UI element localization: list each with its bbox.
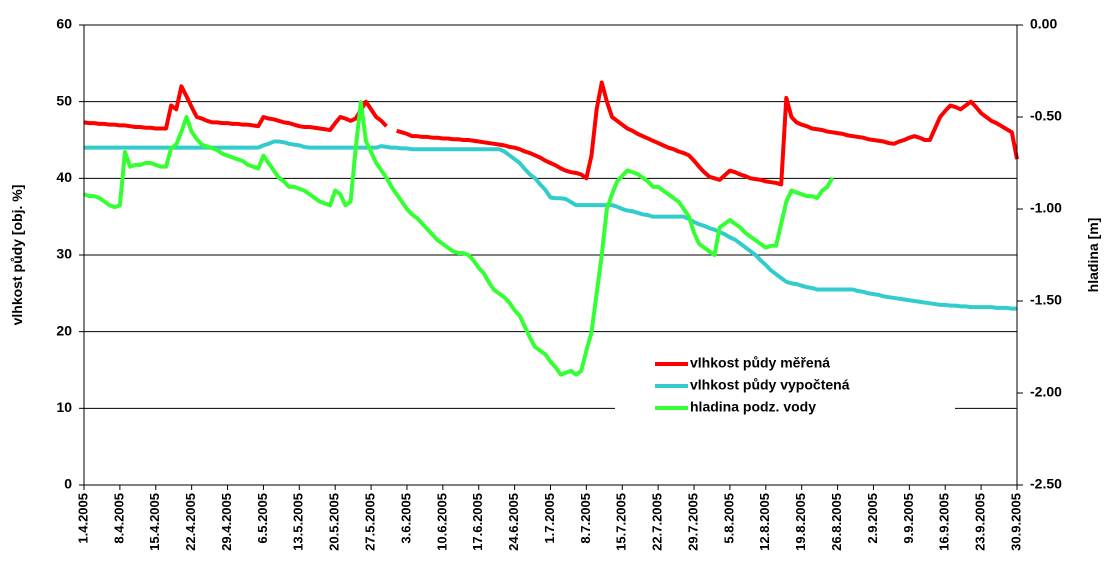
x-tick-label: 9.9.2005 bbox=[901, 493, 916, 544]
x-tick-label: 2.9.2005 bbox=[865, 493, 880, 544]
x-tick-label: 19.8.2005 bbox=[793, 493, 808, 551]
series-line bbox=[83, 100, 835, 377]
x-tick-label: 13.5.2005 bbox=[291, 493, 306, 551]
y-tick-label: 0 bbox=[64, 476, 72, 492]
x-tick-label: 6.5.2005 bbox=[255, 493, 270, 544]
x-tick-label: 8.7.2005 bbox=[578, 493, 593, 544]
x-tick-label: 17.6.2005 bbox=[470, 493, 485, 551]
x-tick-label: 15.7.2005 bbox=[614, 493, 629, 551]
x-tick-label: 16.9.2005 bbox=[937, 493, 952, 551]
x-tick-label: 30.9.2005 bbox=[1008, 493, 1023, 551]
x-tick-label: 8.4.2005 bbox=[111, 493, 126, 544]
x-tick-label: 12.8.2005 bbox=[757, 493, 772, 551]
y-tick-label: 10 bbox=[56, 399, 72, 415]
y2-tick-label: -1.00 bbox=[1030, 200, 1062, 216]
legend-box bbox=[615, 350, 955, 412]
y-axis-label: vlhkost půdy [obj. %] bbox=[9, 185, 25, 326]
y2-tick-label: -1.50 bbox=[1030, 292, 1062, 308]
legend-label: vlhkost půdy měřená bbox=[690, 355, 830, 371]
x-tick-label: 23.9.2005 bbox=[973, 493, 988, 551]
x-tick-label: 3.6.2005 bbox=[398, 493, 413, 544]
axes: 0 10 20 30 40 50 60 0.00 -0.50 -1.00 -1.50 -2.00 -2.… bbox=[56, 16, 1062, 551]
y-tick-label: 40 bbox=[56, 169, 72, 185]
y-tick-label: 60 bbox=[56, 16, 72, 32]
x-tick-label: 27.5.2005 bbox=[363, 493, 378, 551]
x-tick-label: 10.6.2005 bbox=[434, 493, 449, 551]
y-tick-label: 30 bbox=[56, 246, 72, 262]
y2-tick-label: -2.00 bbox=[1030, 384, 1062, 400]
x-tick-label: 1.7.2005 bbox=[542, 493, 557, 544]
x-tick-label: 22.4.2005 bbox=[183, 493, 198, 551]
x-tick-label: 26.8.2005 bbox=[829, 493, 844, 551]
y-tick-label: 20 bbox=[56, 322, 72, 338]
x-tick-label: 5.8.2005 bbox=[721, 493, 736, 544]
legend-label: vlhkost půdy vypočtená bbox=[690, 377, 850, 393]
legend: vlhkost půdy měřená vlhkost půdy vypočten… bbox=[615, 350, 955, 415]
y2-tick-label: -2.50 bbox=[1030, 476, 1062, 492]
y2-tick-label: -0.50 bbox=[1030, 108, 1062, 124]
x-tick-label: 29.4.2005 bbox=[219, 493, 234, 551]
series-line bbox=[84, 139, 1017, 311]
x-tick-label: 22.7.2005 bbox=[650, 493, 665, 551]
x-tick-label: 1.4.2005 bbox=[75, 493, 90, 544]
x-tick-label: 20.5.2005 bbox=[327, 493, 342, 551]
x-tick-label: 15.4.2005 bbox=[147, 493, 162, 551]
y2-tick-label: 0.00 bbox=[1030, 16, 1057, 32]
x-tick-label: 24.6.2005 bbox=[506, 493, 521, 551]
y2-axis-label: hladina [m] bbox=[1085, 218, 1101, 293]
legend-label: hladina podz. vody bbox=[690, 399, 816, 415]
lines bbox=[83, 80, 1019, 377]
x-tick-label: 29.7.2005 bbox=[685, 493, 700, 551]
y-tick-label: 50 bbox=[56, 92, 72, 108]
series-line bbox=[83, 80, 1019, 187]
